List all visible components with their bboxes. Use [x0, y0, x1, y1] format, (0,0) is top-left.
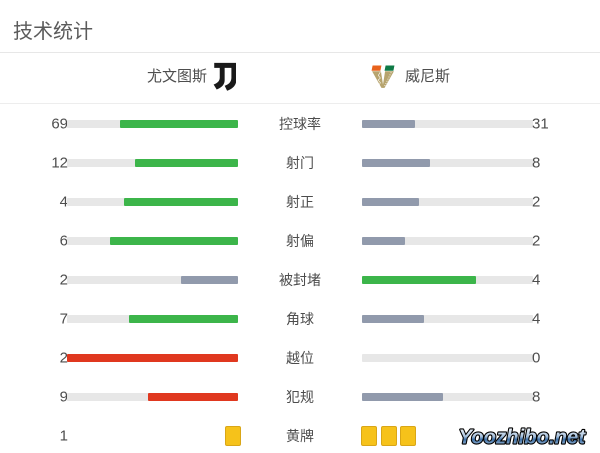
- svg-text:Yoozhibo.net: Yoozhibo.net: [458, 426, 586, 448]
